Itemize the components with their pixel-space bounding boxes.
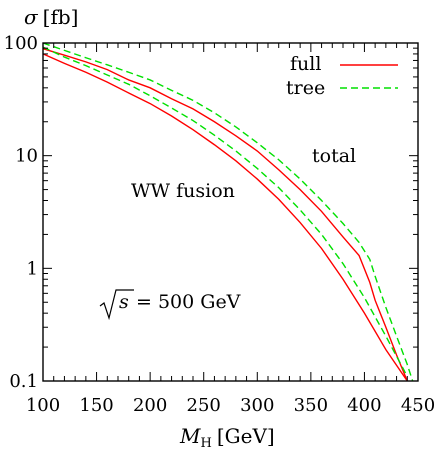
x-tick-label: 200 [133,395,167,416]
x-tick-label: 250 [187,395,221,416]
y-tick-label: 0.1 [9,371,38,392]
series-ww-fusion-tree [42,46,408,377]
series-total-full [42,48,408,382]
annotation-ww-fusion: WW fusion [131,180,235,202]
x-axis-title: MH [GeV] [179,424,275,451]
annotation-sqrt-s: s = 500 GeV [99,289,241,321]
y-axis-title: σ [fb] [24,5,78,29]
plot-frame [42,42,419,382]
x-tick-label: 350 [294,395,328,416]
sqrt-s-symbol: s [119,291,129,313]
x-tick-label: 450 [401,395,435,416]
x-tick-label: 400 [347,395,381,416]
x-tick-label: 300 [240,395,274,416]
y-tick-label: 100 [4,33,38,54]
tick-labels-layer: 100 150 200 250 300 350 400 450 0.1 1 10 100 [4,33,436,416]
legend-label-tree: tree [286,77,325,99]
series-ww-fusion-full [42,53,408,382]
annotation-total: total [312,145,356,167]
ticks-layer [42,43,419,382]
sqrt-s-value: = 500 GeV [136,291,241,313]
y-tick-label: 10 [15,146,38,167]
series-total-tree [42,42,414,382]
legend: full tree [286,53,398,99]
legend-label-full: full [290,53,321,75]
curves-layer [42,42,414,382]
sqrt-sign [99,289,134,321]
y-tick-label: 1 [27,258,38,279]
x-tick-label: 100 [26,395,60,416]
x-tick-label: 150 [79,395,113,416]
